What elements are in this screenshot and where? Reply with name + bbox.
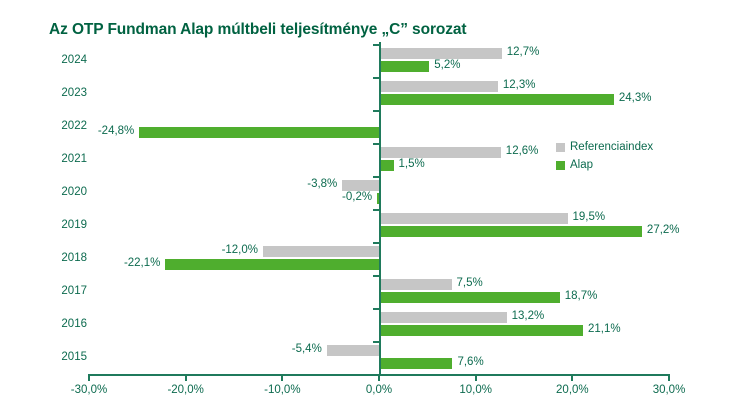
chart-legend: Referenciaindex Alap	[556, 139, 653, 175]
x-axis-tick-label: -20,0%	[167, 384, 204, 396]
category-label-2020: 2020	[61, 186, 87, 198]
x-axis-tick	[668, 374, 670, 381]
x-axis-tick	[88, 374, 90, 381]
value-label-referenciaindex-2018: -12,0%	[221, 244, 258, 256]
value-label-referenciaindex-2021: 12,6%	[505, 145, 539, 157]
bar-alap-2021	[379, 160, 394, 171]
bar-alap-2017	[379, 292, 560, 303]
x-axis-tick-label: 10,0%	[459, 384, 492, 396]
bar-alap-2016	[379, 325, 583, 336]
value-label-alap-2024: 5,2%	[434, 59, 461, 71]
bar-alap-2020	[377, 193, 379, 204]
chart-category-group: 12,7% 5,2%	[89, 44, 669, 77]
bar-alap-2024	[379, 61, 430, 72]
legend-swatch-icon	[556, 142, 565, 152]
legend-item-referenciaindex[interactable]: Referenciaindex	[556, 139, 653, 155]
value-label-alap-2019: 27,2%	[646, 224, 680, 236]
axis-minor-tick	[373, 143, 379, 145]
x-axis-tick-label: 20,0%	[556, 384, 589, 396]
x-axis-tick	[571, 374, 574, 381]
bar-referenciaindex-2024	[379, 48, 502, 59]
bar-referenciaindex-2016	[379, 312, 507, 323]
value-label-referenciaindex-2017: 7,5%	[456, 277, 483, 289]
chart-category-group: -12,0% -22,1%	[89, 242, 669, 275]
bar-alap-2023	[379, 94, 614, 105]
bar-referenciaindex-2019	[379, 213, 568, 224]
bar-referenciaindex-2015	[326, 345, 379, 356]
value-label-alap-2015: 7,6%	[457, 356, 484, 368]
plot-area: 12,7% 5,2% 12,3% 24,3% -24,8% 12,6% 1,5% -3,8% -…	[89, 44, 680, 374]
chart-category-group: 12,3% 24,3%	[89, 77, 669, 110]
legend-label: Alap	[570, 159, 594, 171]
value-label-alap-2016: 21,1%	[587, 323, 621, 335]
axis-minor-tick	[373, 77, 379, 79]
value-label-referenciaindex-2015: -5,4%	[291, 343, 322, 355]
x-axis-tick	[184, 374, 187, 381]
category-label-2021: 2021	[61, 153, 87, 165]
bar-alap-2022	[139, 127, 379, 138]
chart-category-group: 19,5% 27,2%	[89, 209, 680, 242]
chart-category-group: -24,8%	[89, 110, 669, 143]
axis-minor-tick	[373, 176, 379, 178]
value-label-alap-2018: -22,1%	[123, 257, 161, 269]
legend-label: Referenciaindex	[570, 141, 654, 153]
x-axis-tick-label: 0,0%	[365, 384, 393, 396]
x-axis-tick-label: 30,0%	[652, 384, 686, 396]
category-label-2019: 2019	[61, 219, 87, 231]
axis-minor-tick	[373, 341, 379, 343]
axis-minor-tick	[373, 110, 379, 112]
zero-axis-line	[379, 42, 381, 376]
x-axis-tick-label: -10,0%	[264, 384, 301, 396]
bar-referenciaindex-2020	[342, 180, 379, 191]
category-label-2024: 2024	[61, 54, 87, 66]
chart-category-group: 13,2% 21,1%	[89, 308, 669, 341]
x-axis-tick-label: -30,0%	[70, 384, 108, 396]
axis-minor-tick	[373, 242, 379, 244]
value-label-referenciaindex-2016: 13,2%	[511, 310, 545, 322]
category-label-2022: 2022	[61, 120, 87, 132]
category-label-2023: 2023	[61, 87, 87, 99]
value-label-alap-2017: 18,7%	[564, 290, 598, 302]
chart-category-group: 7,5% 18,7%	[89, 275, 669, 308]
x-axis-tick	[474, 374, 477, 381]
chart-category-group: -3,8% -0,2%	[89, 176, 669, 209]
bar-referenciaindex-2018	[263, 246, 379, 257]
chart-title: Az OTP Fundman Alap múltbeli teljesítmén…	[49, 21, 467, 38]
bar-alap-2015	[379, 358, 453, 369]
chart-category-group: -5,4% 7,6%	[89, 341, 669, 374]
x-axis-tick	[281, 374, 284, 381]
bar-alap-2019	[379, 226, 642, 237]
bar-referenciaindex-2023	[379, 81, 498, 92]
legend-item-alap[interactable]: Alap	[556, 157, 653, 173]
value-label-referenciaindex-2020: -3,8%	[307, 178, 338, 190]
value-label-alap-2020: -0,2%	[342, 191, 373, 203]
legend-swatch-icon	[556, 160, 565, 170]
bar-alap-2018	[165, 259, 379, 270]
value-label-referenciaindex-2024: 12,7%	[506, 46, 540, 58]
value-label-alap-2022: -24,8%	[97, 125, 135, 137]
value-label-alap-2023: 24,3%	[618, 92, 652, 104]
value-label-referenciaindex-2023: 12,3%	[502, 79, 536, 91]
axis-minor-tick	[373, 44, 379, 46]
value-label-alap-2021: 1,5%	[398, 158, 425, 170]
value-label-referenciaindex-2019: 19,5%	[572, 211, 606, 223]
category-label-2018: 2018	[61, 252, 87, 264]
axis-minor-tick	[373, 275, 379, 277]
axis-minor-tick	[373, 308, 379, 310]
category-label-2015: 2015	[61, 351, 87, 363]
chart-category-group: 12,6% 1,5%	[89, 143, 669, 176]
bar-referenciaindex-2017	[379, 279, 452, 290]
category-label-2017: 2017	[61, 285, 87, 297]
x-axis-tick	[378, 374, 380, 381]
category-label-2016: 2016	[61, 318, 87, 330]
axis-minor-tick	[373, 209, 379, 211]
bar-referenciaindex-2021	[379, 147, 501, 158]
